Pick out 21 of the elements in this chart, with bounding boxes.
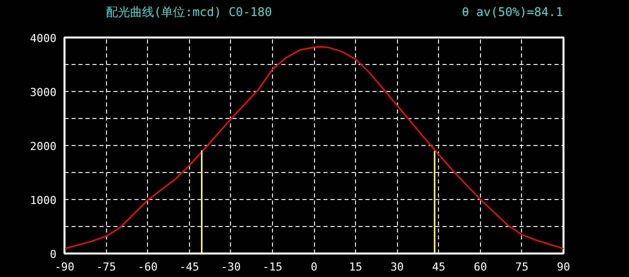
x-tick-label: 60 bbox=[474, 260, 487, 274]
y-tick-label: 3000 bbox=[30, 86, 57, 99]
text: θ av(50%)=84.1 bbox=[462, 4, 563, 21]
x-tick-label: -45 bbox=[179, 260, 200, 274]
x-tick-label: 45 bbox=[432, 260, 446, 274]
y-tick-label: 2000 bbox=[30, 140, 57, 153]
x-tick-label: 0 bbox=[310, 260, 318, 274]
x-tick-label: 90 bbox=[556, 260, 570, 274]
x-tick-label: 75 bbox=[515, 260, 529, 274]
x-tick-label: 30 bbox=[390, 260, 404, 274]
x-tick-label: -90 bbox=[54, 260, 74, 274]
x-tick-label: -15 bbox=[262, 260, 282, 274]
x-tick-label: 15 bbox=[348, 260, 362, 274]
line-series bbox=[64, 46, 564, 250]
x-tick-label: -30 bbox=[220, 260, 241, 274]
y-tick-label: 4000 bbox=[30, 32, 57, 45]
y-tick-label: 0 bbox=[50, 248, 56, 261]
x-tick-label: -75 bbox=[96, 260, 116, 274]
y-tick-label: 1000 bbox=[30, 194, 57, 207]
x-tick-label: -60 bbox=[138, 260, 158, 274]
chart-title: 配光曲线(单位:mcd) C0-180 bbox=[106, 4, 272, 21]
